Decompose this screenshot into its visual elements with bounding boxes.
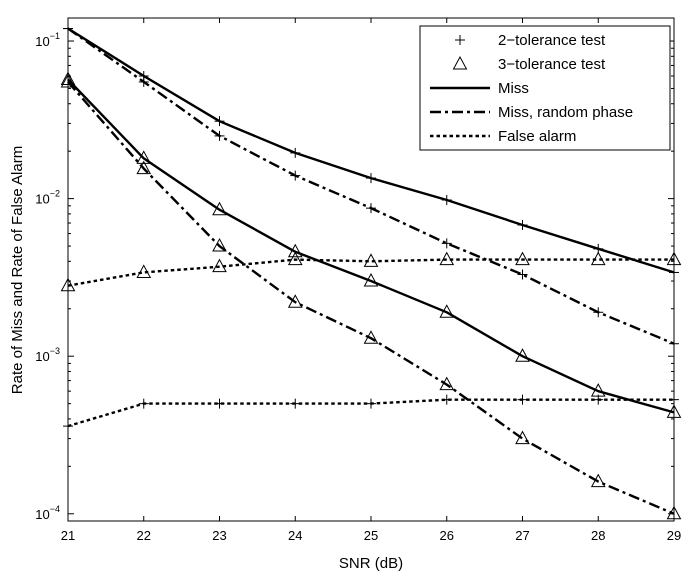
data-point-triangle	[212, 201, 227, 216]
data-point-triangle	[666, 251, 682, 266]
data-point-plus	[214, 130, 225, 141]
data-point-plus	[138, 76, 149, 87]
y-tick-base: 10	[35, 507, 49, 522]
data-point-triangle	[60, 73, 76, 88]
data-point-plus	[517, 269, 528, 280]
y-tick-base: 10	[35, 192, 49, 207]
data-point-triangle	[287, 294, 303, 308]
data-point-plus	[517, 394, 528, 405]
x-tick-label: 28	[591, 528, 605, 543]
data-point-triangle	[666, 505, 682, 520]
data-point-plus	[441, 394, 452, 405]
data-point-plus	[290, 398, 301, 409]
data-point-triangle	[363, 253, 379, 267]
x-tick-label: 24	[288, 528, 302, 543]
y-tick-label: 10−4	[35, 504, 60, 522]
y-tick-base: 10	[35, 34, 49, 49]
y-tick-label: 10−1	[35, 31, 60, 49]
data-point-triangle	[515, 348, 530, 362]
legend-label: Miss	[498, 80, 529, 97]
legend-label: Miss, random phase	[498, 104, 633, 121]
data-point-plus	[366, 398, 376, 409]
data-point-triangle	[136, 264, 152, 278]
data-point-triangle	[590, 251, 606, 266]
data-point-triangle	[212, 258, 227, 273]
y-tick-exponent: −1	[50, 31, 60, 41]
x-tick-label: 29	[667, 528, 681, 543]
data-point-triangle	[363, 330, 379, 344]
data-point-triangle	[439, 376, 455, 391]
data-point-triangle	[60, 71, 76, 85]
x-tick-label: 22	[137, 528, 151, 543]
x-tick-label: 26	[440, 528, 454, 543]
data-point-triangle	[515, 430, 530, 445]
markers-layer	[60, 23, 682, 520]
y-tick-exponent: −2	[50, 189, 60, 199]
data-point-plus	[517, 220, 528, 231]
y-tick-label: 10−2	[35, 189, 60, 207]
data-point-triangle	[136, 160, 152, 175]
series-line-5	[67, 81, 675, 515]
legend-label: 2−tolerance test	[498, 32, 606, 49]
data-point-plus	[669, 338, 679, 349]
data-point-triangle	[590, 383, 606, 397]
legend: 2−tolerance test 3−tolerance test Miss Miss…	[419, 25, 671, 151]
data-point-triangle	[363, 272, 379, 287]
data-point-triangle	[439, 251, 455, 266]
data-point-triangle	[590, 473, 606, 488]
data-point-plus	[669, 394, 679, 405]
x-tick-label: 25	[364, 528, 378, 543]
y-tick-exponent: −4	[50, 504, 60, 514]
data-point-plus	[366, 173, 376, 184]
data-point-triangle	[287, 251, 303, 266]
y-tick-exponent: −3	[50, 346, 60, 356]
data-point-plus	[669, 267, 679, 278]
data-point-plus	[63, 23, 73, 34]
legend-label: False alarm	[498, 128, 576, 145]
data-point-plus	[214, 116, 225, 127]
data-point-plus	[138, 398, 149, 409]
x-tick-label: 21	[61, 528, 75, 543]
x-tick-label: 27	[515, 528, 529, 543]
x-axis-label: SNR (dB)	[339, 555, 403, 572]
data-point-plus	[290, 147, 301, 158]
data-point-plus	[441, 238, 452, 249]
data-point-plus	[63, 421, 73, 432]
legend-symbol-plus	[455, 35, 465, 45]
data-point-triangle	[287, 243, 303, 258]
legend-label: 3−tolerance test	[498, 56, 606, 73]
legend-symbol-triangle	[452, 55, 468, 70]
data-point-plus	[441, 194, 452, 205]
data-point-plus	[214, 398, 225, 409]
y-tick-base: 10	[35, 349, 49, 364]
x-tick-label: 23	[212, 528, 226, 543]
data-point-triangle	[212, 238, 227, 252]
series-line-4	[67, 78, 675, 414]
y-axis-label: Rate of Miss and Rate of False Alarm	[9, 146, 26, 394]
data-point-triangle	[515, 251, 530, 266]
data-point-plus	[593, 307, 604, 318]
data-point-triangle	[439, 304, 455, 318]
y-tick-label: 10−3	[35, 346, 60, 364]
data-point-triangle	[60, 277, 76, 292]
data-point-triangle	[666, 404, 682, 418]
data-point-triangle	[136, 150, 152, 164]
data-point-plus	[290, 170, 301, 181]
data-point-plus	[366, 203, 376, 214]
